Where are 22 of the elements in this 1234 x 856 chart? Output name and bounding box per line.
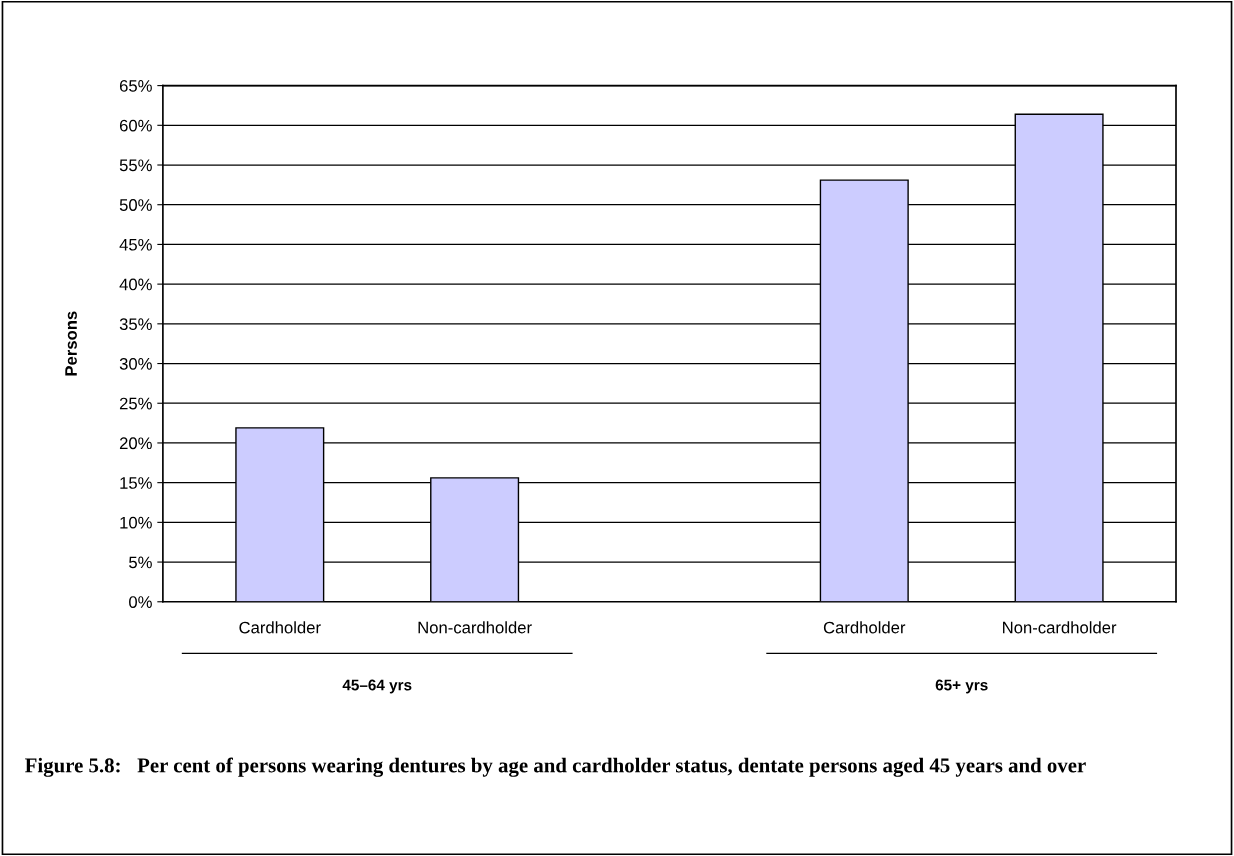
y-tick-label: 35% <box>119 318 152 331</box>
y-tick-label: 45% <box>119 238 152 251</box>
x-tick-label: Cardholder <box>239 621 321 634</box>
y-tick-label: 5% <box>129 556 152 569</box>
y-tick-label: 10% <box>120 516 152 529</box>
y-tick-label: 55% <box>119 159 152 172</box>
y-tick-label: 50% <box>119 199 152 211</box>
text: 45–64 yrs <box>342 679 412 694</box>
y-tick-label: 65% <box>119 80 152 92</box>
x-tick-label: Non-cardholder <box>418 621 532 634</box>
text: Figure 5.8: Per cent of persons wearing dentures by age and cardholder status, dentate persons aged 45 years and over <box>25 757 1086 777</box>
y-tick-label: 30% <box>119 357 152 370</box>
y-tick-label: 60% <box>119 119 152 132</box>
y-tick-label: 20% <box>119 437 152 450</box>
x-tick-label: Non-cardholder <box>1003 621 1117 634</box>
y-tick-label: 40% <box>119 278 152 291</box>
y-tick-label: 0% <box>129 596 152 608</box>
x-tick-label: Cardholder <box>823 621 906 634</box>
y-tick-label: 25% <box>119 397 152 410</box>
text: 65+ yrs <box>935 679 988 694</box>
y-axis-title: Persons <box>65 311 77 376</box>
y-tick-label: 15% <box>120 477 152 489</box>
